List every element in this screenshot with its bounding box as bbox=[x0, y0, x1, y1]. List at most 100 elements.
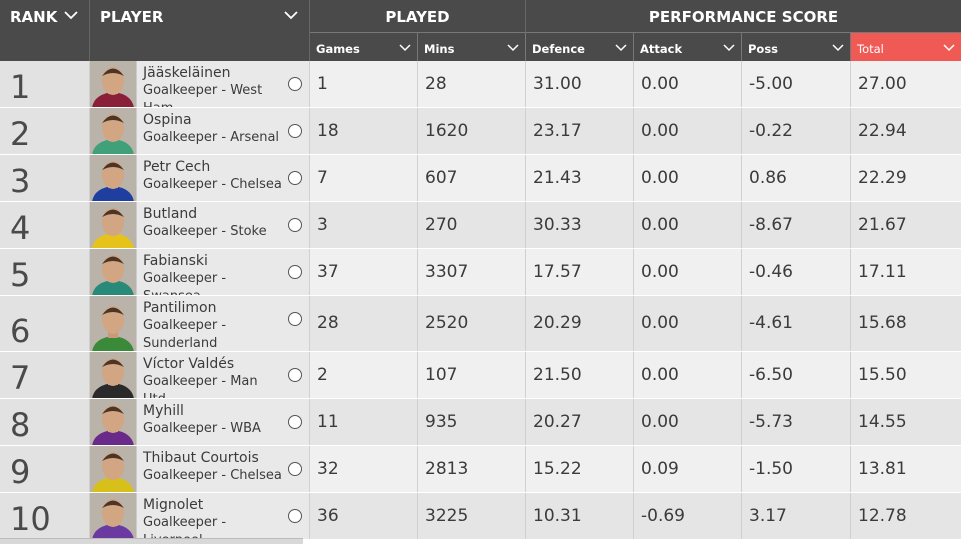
player-avatar bbox=[90, 399, 137, 445]
table-row[interactable]: 8 Myhill Goalkeeper - WBA 11 935 20.27 0.00 -5.… bbox=[0, 399, 961, 446]
player-position: Goalkeeper - Stoke bbox=[143, 224, 267, 239]
select-player-radio[interactable] bbox=[288, 265, 302, 279]
table-row[interactable]: 6 Pantilimon Goalkeeper - Sunderland 28 2520… bbox=[0, 296, 961, 352]
player-avatar bbox=[90, 155, 137, 201]
poss-cell: -0.22 bbox=[742, 108, 851, 154]
mins-cell: 2520 bbox=[418, 296, 526, 351]
played-group-header: PLAYED bbox=[310, 0, 526, 33]
table-row[interactable]: 3 Petr Cech Goalkeeper - Chelsea 7 607 21.43 0… bbox=[0, 155, 961, 202]
poss-value: -5.73 bbox=[749, 412, 793, 432]
player-avatar bbox=[90, 108, 137, 154]
total-value: 15.50 bbox=[858, 365, 907, 385]
mins-value: 607 bbox=[425, 168, 458, 188]
games-value: 18 bbox=[317, 121, 339, 141]
player-name: Petr Cech bbox=[143, 159, 211, 175]
games-cell: 11 bbox=[310, 399, 418, 445]
defence-cell: 21.50 bbox=[526, 352, 634, 398]
select-player-radio[interactable] bbox=[288, 77, 302, 91]
table-row[interactable]: 9 Thibaut Courtois Goalkeeper - Chelsea 32 2… bbox=[0, 446, 961, 493]
horizontal-scrollbar[interactable] bbox=[0, 538, 303, 544]
defence-value: 23.17 bbox=[533, 121, 582, 141]
games-value: 36 bbox=[317, 506, 339, 526]
attack-column-header[interactable]: Attack bbox=[634, 33, 742, 61]
player-position: Goalkeeper - Liverpool bbox=[143, 515, 227, 539]
attack-cell: -0.69 bbox=[634, 493, 742, 539]
mins-value: 2520 bbox=[425, 313, 469, 333]
poss-cell: 3.17 bbox=[742, 493, 851, 539]
poss-cell: 0.86 bbox=[742, 155, 851, 201]
performance-group-label: PERFORMANCE SCORE bbox=[648, 8, 839, 26]
attack-cell: 0.00 bbox=[634, 352, 742, 398]
attack-cell: 0.00 bbox=[634, 61, 742, 107]
poss-value: -0.46 bbox=[749, 262, 793, 282]
table-row[interactable]: 7 Víctor Valdés Goalkeeper - Man Utd 2 107 21… bbox=[0, 352, 961, 399]
player-position: Goalkeeper - Sunderland bbox=[143, 318, 227, 351]
rank-column-header[interactable]: RANK bbox=[0, 0, 90, 61]
total-value: 21.67 bbox=[858, 215, 907, 235]
player-position: Goalkeeper - Chelsea bbox=[143, 177, 282, 192]
games-column-header[interactable]: Games bbox=[310, 33, 418, 61]
total-value: 27.00 bbox=[858, 74, 907, 94]
player-info: Mignolet Goalkeeper - Liverpool bbox=[143, 496, 283, 539]
rank-number: 6 bbox=[10, 312, 31, 350]
select-player-radio[interactable] bbox=[288, 415, 302, 429]
player-cell: Butland Goalkeeper - Stoke bbox=[90, 202, 310, 248]
select-player-radio[interactable] bbox=[288, 312, 302, 326]
attack-cell: 0.00 bbox=[634, 108, 742, 154]
select-player-radio[interactable] bbox=[288, 368, 302, 382]
player-position: Goalkeeper - Man Utd bbox=[143, 374, 258, 398]
table-row[interactable]: 4 Butland Goalkeeper - Stoke 3 270 30.33 0.00 -… bbox=[0, 202, 961, 249]
mins-header-label: Mins bbox=[424, 42, 455, 56]
table-row[interactable]: 5 Fabianski Goalkeeper - Swansea 37 3307 17.5… bbox=[0, 249, 961, 296]
player-position: Goalkeeper - Swansea bbox=[143, 271, 227, 295]
total-value: 22.29 bbox=[858, 168, 907, 188]
mins-cell: 607 bbox=[418, 155, 526, 201]
defence-column-header[interactable]: Defence bbox=[526, 33, 634, 61]
mins-cell: 3307 bbox=[418, 249, 526, 295]
attack-value: 0.09 bbox=[641, 459, 679, 479]
chevron-down-icon bbox=[399, 41, 411, 56]
performance-group-header: PERFORMANCE SCORE bbox=[526, 0, 961, 33]
chevron-down-icon bbox=[832, 41, 844, 56]
mins-value: 270 bbox=[425, 215, 458, 235]
mins-value: 935 bbox=[425, 412, 458, 432]
select-player-radio[interactable] bbox=[288, 462, 302, 476]
defence-cell: 23.17 bbox=[526, 108, 634, 154]
select-player-radio[interactable] bbox=[288, 171, 302, 185]
total-value: 14.55 bbox=[858, 412, 907, 432]
select-player-radio[interactable] bbox=[288, 509, 302, 523]
mins-column-header[interactable]: Mins bbox=[418, 33, 526, 61]
player-avatar bbox=[90, 493, 137, 539]
select-player-radio[interactable] bbox=[288, 124, 302, 138]
mins-value: 3307 bbox=[425, 262, 469, 282]
games-value: 28 bbox=[317, 313, 339, 333]
select-player-radio[interactable] bbox=[288, 218, 302, 232]
mins-cell: 935 bbox=[418, 399, 526, 445]
rank-header-label: RANK bbox=[10, 8, 58, 26]
table-row[interactable]: 2 Ospina Goalkeeper - Arsenal 18 1620 23.17 0.… bbox=[0, 108, 961, 155]
poss-column-header[interactable]: Poss bbox=[742, 33, 851, 61]
games-header-label: Games bbox=[316, 42, 360, 56]
rank-number: 8 bbox=[10, 406, 31, 444]
chevron-down-icon bbox=[615, 41, 627, 56]
defence-value: 30.33 bbox=[533, 215, 582, 235]
games-cell: 28 bbox=[310, 296, 418, 351]
attack-value: 0.00 bbox=[641, 215, 679, 235]
mins-value: 3225 bbox=[425, 506, 469, 526]
rank-number: 1 bbox=[10, 68, 31, 106]
games-cell: 32 bbox=[310, 446, 418, 492]
player-name: Fabianski bbox=[143, 253, 208, 269]
player-column-header[interactable]: PLAYER bbox=[90, 0, 310, 61]
table-row[interactable]: 1 Jääskeläinen Goalkeeper - West Ham 1 28 31.… bbox=[0, 61, 961, 108]
table-row[interactable]: 10 Mignolet Goalkeeper - Liverpool 36 3225 10… bbox=[0, 493, 961, 540]
poss-value: -8.67 bbox=[749, 215, 793, 235]
attack-header-label: Attack bbox=[640, 42, 683, 56]
player-info: Fabianski Goalkeeper - Swansea bbox=[143, 252, 283, 295]
poss-header-label: Poss bbox=[748, 42, 779, 56]
total-column-header[interactable]: Total bbox=[851, 33, 961, 61]
defence-value: 15.22 bbox=[533, 459, 582, 479]
games-value: 2 bbox=[317, 365, 328, 385]
mins-cell: 2813 bbox=[418, 446, 526, 492]
player-info: Ospina Goalkeeper - Arsenal bbox=[143, 111, 283, 147]
rank-number: 4 bbox=[10, 209, 31, 247]
